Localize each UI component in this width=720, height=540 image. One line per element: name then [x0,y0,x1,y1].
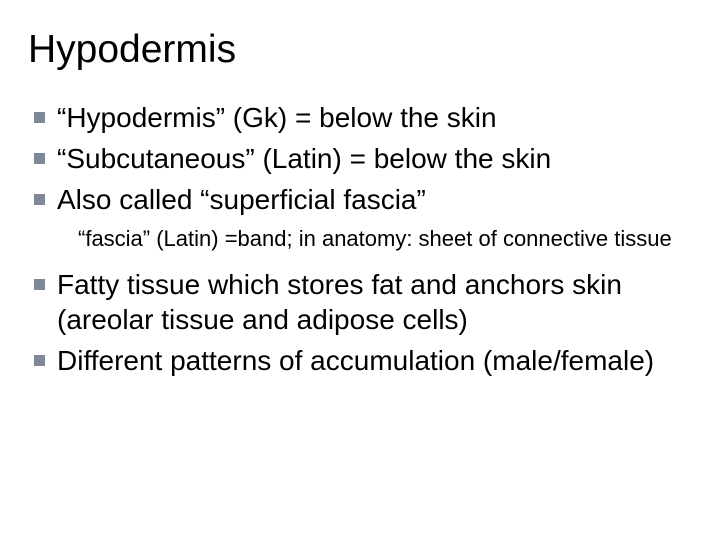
bullet-item: Fatty tissue which stores fat and anchor… [34,267,696,337]
subnote-text: “fascia” (Latin) =band; in anatomy: shee… [78,225,696,253]
bullet-text: “Hypodermis” (Gk) = below the skin [57,100,497,135]
bullet-text: “Subcutaneous” (Latin) = below the skin [57,141,551,176]
bullet-item: Also called “superficial fascia” [34,182,696,217]
bullet-text: Different patterns of accumulation (male… [57,343,654,378]
bullet-item: Different patterns of accumulation (male… [34,343,696,378]
bullet-text: Also called “superficial fascia” [57,182,426,217]
bullet-text: Fatty tissue which stores fat and anchor… [57,267,696,337]
bullet-item: “Subcutaneous” (Latin) = below the skin [34,141,696,176]
bullet-square-icon [34,279,45,290]
slide-title: Hypodermis [28,28,696,72]
bullet-item: “Hypodermis” (Gk) = below the skin [34,100,696,135]
bullet-square-icon [34,355,45,366]
bullet-square-icon [34,112,45,123]
bullet-square-icon [34,153,45,164]
bullet-square-icon [34,194,45,205]
